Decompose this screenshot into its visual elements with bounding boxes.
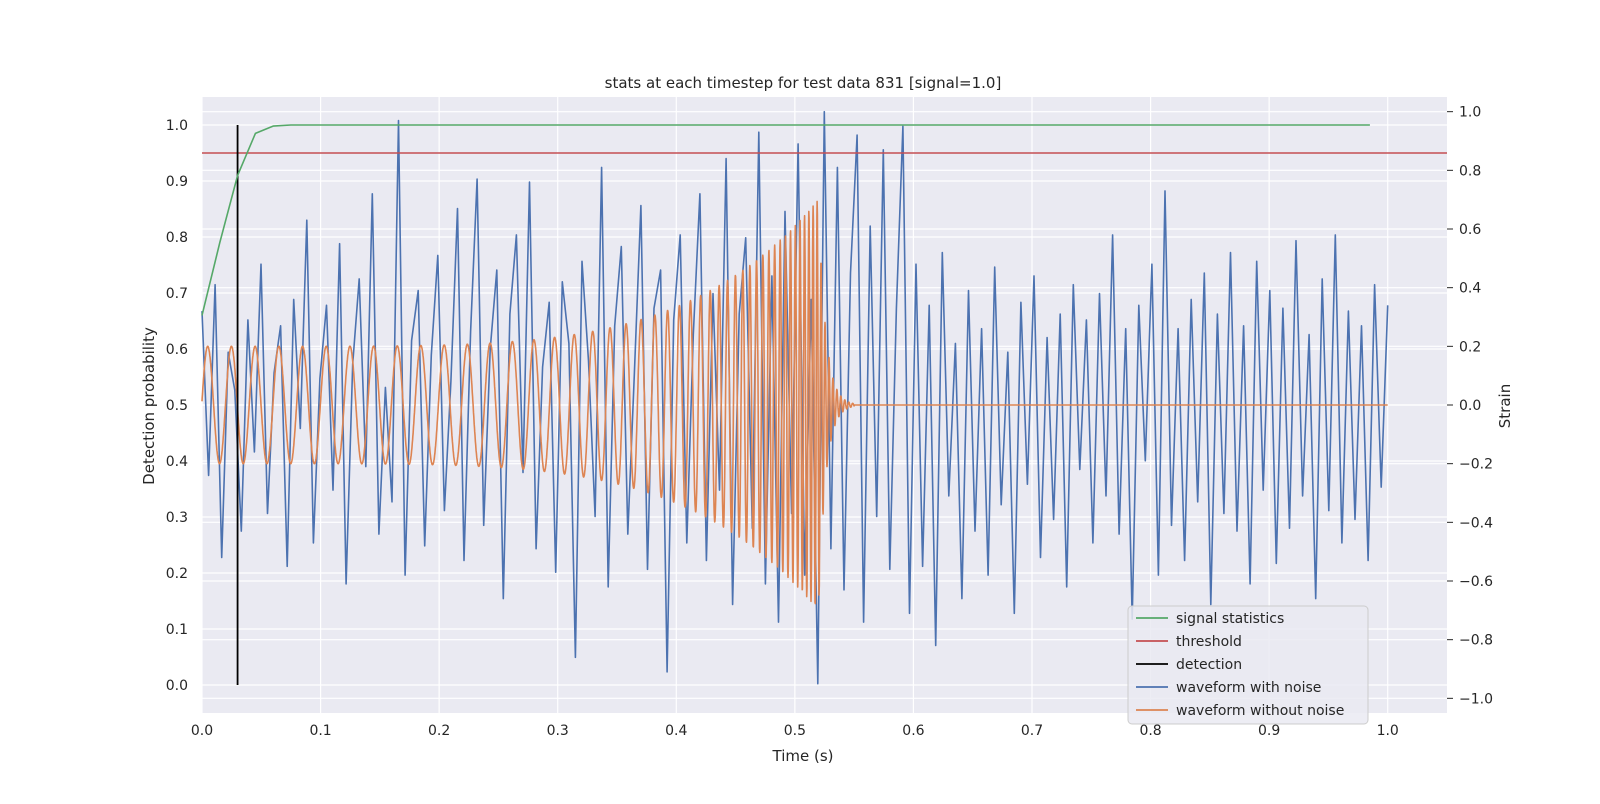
right-tick-label: 1.0: [1459, 105, 1481, 121]
legend-label: detection: [1176, 657, 1242, 673]
x-tick-label: 1.0: [1377, 723, 1399, 739]
x-tick-label: 0.8: [1139, 723, 1161, 739]
x-tick-label: 0.3: [547, 723, 569, 739]
right-axis-ticks: −1.0 −0.8 −0.6 −0.4 −0.2 0.0 0.2 0.4 0.6 0.8 1.0: [1447, 105, 1493, 707]
x-tick-label: 0.1: [309, 723, 331, 739]
left-axis-label: Detection probability: [140, 327, 158, 485]
chart-title: stats at each timestep for test data 831…: [605, 74, 1002, 92]
left-tick-label: 0.6: [166, 342, 188, 358]
legend-label: waveform with noise: [1176, 680, 1321, 696]
x-tick-label: 0.2: [428, 723, 450, 739]
x-tick-label: 0.5: [784, 723, 806, 739]
legend-label: signal statistics: [1176, 611, 1284, 627]
x-tick-label: 0.0: [191, 723, 213, 739]
left-tick-label: 0.5: [166, 398, 188, 414]
legend-label: waveform without noise: [1176, 703, 1344, 719]
waveform-without-noise-line: [201, 200, 1389, 605]
right-tick-label: 0.6: [1459, 222, 1481, 238]
right-axis-label: Strain: [1496, 384, 1514, 428]
left-axis-ticks: 0.0 0.1 0.2 0.3 0.4 0.5 0.6 0.7 0.8 0.9 1.0: [166, 118, 188, 694]
right-tick-label: −1.0: [1459, 691, 1493, 707]
right-tick-label: 0.8: [1459, 163, 1481, 179]
legend-label: threshold: [1176, 634, 1242, 650]
left-tick-label: 0.2: [166, 566, 188, 582]
legend: signal statistics threshold detection wavef…: [1127, 605, 1369, 725]
right-tick-label: 0.0: [1459, 398, 1481, 414]
signal-statistics-line: [201, 124, 1370, 316]
x-tick-label: 0.6: [902, 723, 924, 739]
x-tick-label: 0.4: [665, 723, 687, 739]
right-tick-label: −0.4: [1459, 515, 1493, 531]
right-tick-label: 0.4: [1459, 281, 1481, 297]
left-tick-label: 0.1: [166, 622, 188, 638]
legend-frame: [1127, 605, 1369, 725]
right-tick-label: −0.8: [1459, 633, 1493, 649]
signal-statistics-layer: [201, 124, 1447, 685]
left-tick-label: 0.9: [166, 174, 188, 190]
x-axis-ticks: 0.0 0.1 0.2 0.3 0.4 0.5 0.6 0.7 0.8 0.9 1.0: [191, 723, 1399, 739]
left-tick-label: 1.0: [166, 118, 188, 134]
x-axis-label: Time (s): [772, 747, 834, 765]
left-tick-label: 0.0: [166, 678, 188, 694]
left-tick-label: 0.8: [166, 230, 188, 246]
waveform-without-noise-layer: [201, 200, 1389, 605]
left-tick-label: 0.3: [166, 510, 188, 526]
x-tick-label: 0.7: [1021, 723, 1043, 739]
left-tick-label: 0.4: [166, 454, 188, 470]
left-tick-label: 0.7: [166, 286, 188, 302]
x-tick-label: 0.9: [1258, 723, 1280, 739]
right-tick-label: 0.2: [1459, 339, 1481, 355]
right-tick-label: −0.6: [1459, 574, 1493, 590]
right-tick-label: −0.2: [1459, 457, 1493, 473]
